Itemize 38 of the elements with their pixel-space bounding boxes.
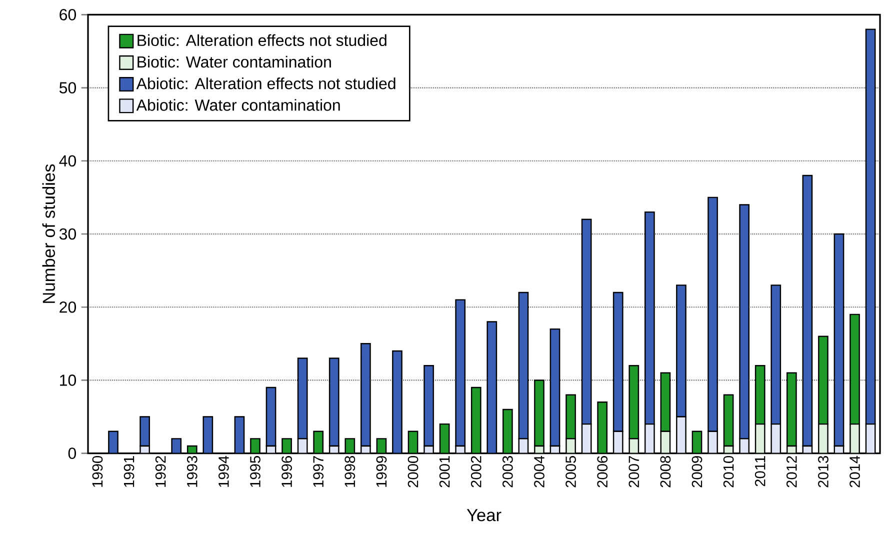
x-tick-label: 1993 [186, 456, 198, 487]
legend-label: Abiotic: Water contamination [136, 98, 340, 111]
x-tick-label: 2010 [723, 456, 734, 488]
x-tick-label: 2014 [850, 456, 860, 488]
x-tick-label: 2008 [660, 456, 671, 488]
x-tick-label: 2011 [754, 456, 766, 486]
x-tick-label: 1998 [344, 456, 356, 487]
x-tick-label: 2003 [502, 456, 513, 488]
x-tick-label: 2006 [597, 456, 608, 488]
x-tick-label: 2013 [818, 456, 828, 488]
x-tick-label: 1992 [155, 456, 166, 487]
y-tick-label: 30 [59, 228, 76, 240]
y-tick-label: 20 [60, 301, 76, 313]
legend-label: Biotic: Water contamination [138, 56, 331, 68]
x-tick-label: 2007 [628, 456, 640, 488]
legend-label: Abiotic: Alteration effects not studied [136, 77, 396, 90]
y-tick-label: 60 [60, 8, 76, 20]
x-tick-label: 2001 [439, 456, 450, 488]
x-axis-title: Year [466, 509, 502, 522]
y-tick-label: 0 [68, 448, 76, 459]
x-tick-label: 2009 [692, 456, 702, 488]
x-tick-label: 1995 [250, 456, 260, 487]
y-tick-label: 10 [60, 374, 76, 386]
x-tick-label: 1999 [376, 456, 387, 487]
x-tick-label: 1994 [218, 456, 229, 487]
x-tick-label: 2004 [534, 456, 544, 488]
x-tick-label: 2000 [408, 456, 418, 488]
legend-label: Biotic: Alteration effects not studied [138, 34, 386, 46]
x-tick-label: 1990 [92, 456, 103, 487]
x-tick-label: 2005 [566, 456, 576, 488]
x-tick-label: 1991 [124, 456, 134, 487]
x-tick-label: 1996 [282, 456, 292, 487]
y-tick-label: 50 [59, 82, 76, 94]
x-tick-label: 2002 [470, 456, 482, 488]
x-tick-label: 2012 [786, 456, 797, 488]
y-tick-label: 40 [59, 155, 76, 166]
x-tick-label: 1997 [313, 456, 324, 487]
y-axis-title: Number of studies [42, 164, 56, 303]
